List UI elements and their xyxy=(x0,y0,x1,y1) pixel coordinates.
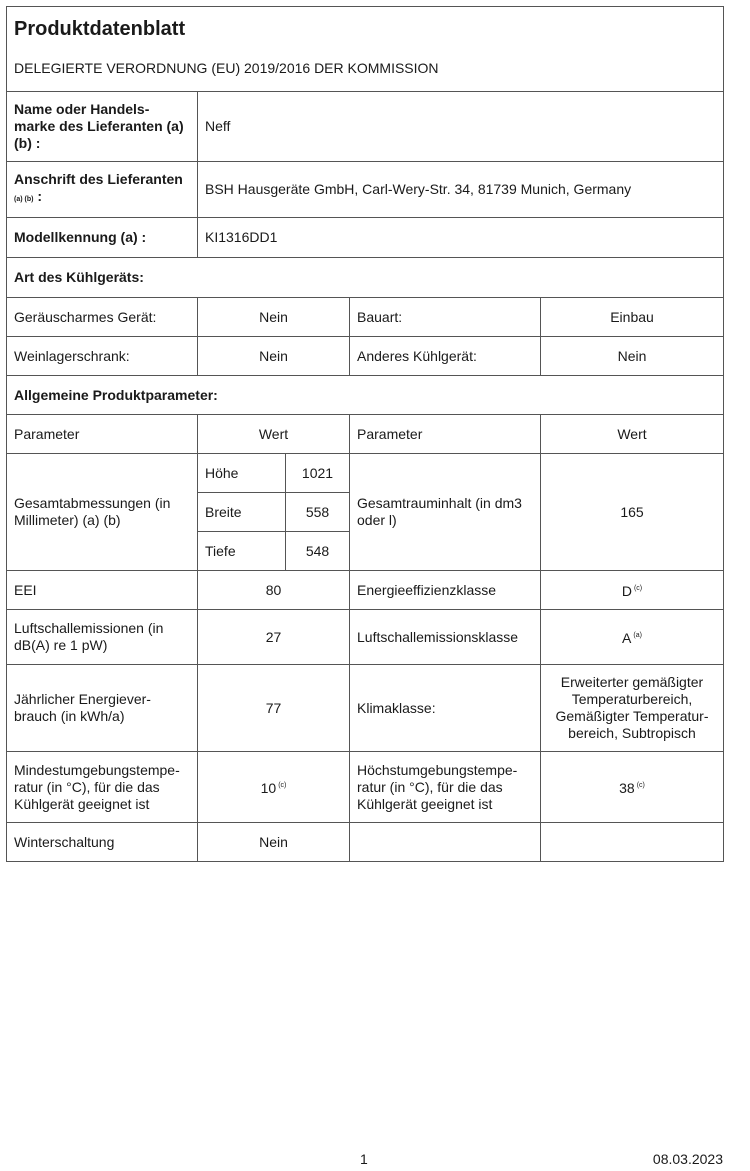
col-header-param-2: Parameter xyxy=(349,414,541,454)
supplier-name-label: Name oder Handels-marke des Lieferanten … xyxy=(6,91,198,162)
design-value: Einbau xyxy=(540,297,724,337)
volume-label: Gesamtrauminhalt (in dm3 oder l) xyxy=(349,453,541,571)
min-temp-value: 10 xyxy=(260,780,277,796)
type-section-title: Art des Kühlgeräts: xyxy=(6,257,724,298)
header-cell: Produktdatenblatt DELEGIERTE VERORDNUNG … xyxy=(6,6,724,92)
min-temp-label: Mindestumgebungstempe-ratur (in °C), für… xyxy=(6,751,198,823)
noise-class-note: (a) xyxy=(633,632,642,639)
noise-value: 27 xyxy=(197,609,350,665)
supplier-address-label: Anschrift des Lieferanten (a) (b) : xyxy=(6,161,198,218)
height-value: 1021 xyxy=(285,453,350,493)
depth-value: 548 xyxy=(285,531,350,571)
address-label-note: (a) (b) xyxy=(14,196,34,203)
noise-class-value: A xyxy=(622,630,632,646)
depth-label: Tiefe xyxy=(197,531,286,571)
empty-cell xyxy=(540,822,724,862)
consumption-label: Jährlicher Energiever-brauch (in kWh/a) xyxy=(6,664,198,752)
supplier-name-value: Neff xyxy=(197,91,724,162)
col-header-param: Parameter xyxy=(6,414,198,454)
col-header-value: Wert xyxy=(197,414,350,454)
params-section-title: Allgemeine Produktparameter: xyxy=(6,375,724,415)
max-temp-label: Höchstumgebungstempe-ratur (in °C), für … xyxy=(349,751,541,823)
eei-value: 80 xyxy=(197,570,350,610)
climate-label: Klimaklasse: xyxy=(349,664,541,752)
noise-label: Luftschallemissionen (in dB(A) re 1 pW) xyxy=(6,609,198,665)
width-label: Breite xyxy=(197,492,286,532)
regulation-subtitle: DELEGIERTE VERORDNUNG (EU) 2019/2016 DER… xyxy=(14,60,439,76)
height-label: Höhe xyxy=(197,453,286,493)
winter-value: Nein xyxy=(197,822,350,862)
page-title: Produktdatenblatt xyxy=(14,18,186,40)
table-row: Geräuscharmes Gerät: Nein Bauart: Einbau xyxy=(6,297,724,337)
address-label-colon: : xyxy=(37,188,43,204)
energy-class-note: (c) xyxy=(633,585,643,592)
climate-value: Erweiterter gemäßigter Temperaturbereich… xyxy=(540,664,724,752)
energy-class-value: D xyxy=(621,583,632,599)
document-date: 08.03.2023 xyxy=(652,1151,723,1167)
supplier-address-value: BSH Hausgeräte GmbH, Carl-Wery-Str. 34, … xyxy=(197,161,724,218)
max-temp-cell: 38 (c) xyxy=(540,751,724,823)
energy-class-label: Energieeffizienzklasse xyxy=(349,570,541,610)
dimensions-label: Gesamtabmessungen (in Millimeter) (a) (b… xyxy=(6,453,198,571)
noise-class-label: Luftschallemissionsklasse xyxy=(349,609,541,665)
low-noise-label: Geräuscharmes Gerät: xyxy=(6,297,198,337)
energy-class-cell: D (c) xyxy=(540,570,724,610)
max-temp-value: 38 xyxy=(619,780,635,796)
width-value: 558 xyxy=(285,492,350,532)
model-label: Modellkennung (a) : xyxy=(6,217,198,258)
address-label-text: Anschrift des Lieferanten xyxy=(14,171,183,187)
min-temp-note: (c) xyxy=(278,782,287,789)
model-value: KI1316DD1 xyxy=(197,217,724,258)
max-temp-note: (c) xyxy=(636,782,645,789)
other-appliance-value: Nein xyxy=(540,336,724,376)
product-data-sheet: Produktdatenblatt DELEGIERTE VERORDNUNG … xyxy=(6,6,724,862)
table-row: Weinlagerschrank: Nein Anderes Kühlgerät: N… xyxy=(6,336,724,376)
low-noise-value: Nein xyxy=(197,297,350,337)
consumption-value: 77 xyxy=(197,664,350,752)
min-temp-cell: 10 (c) xyxy=(197,751,350,823)
page-number: 1 xyxy=(360,1151,368,1167)
volume-value: 165 xyxy=(540,453,724,571)
empty-cell xyxy=(349,822,541,862)
wine-storage-value: Nein xyxy=(197,336,350,376)
other-appliance-label: Anderes Kühlgerät: xyxy=(349,336,541,376)
winter-label: Winterschaltung xyxy=(6,822,198,862)
design-label: Bauart: xyxy=(349,297,541,337)
params-header-row: Parameter Wert Parameter Wert xyxy=(6,414,724,454)
col-header-value-2: Wert xyxy=(540,414,724,454)
eei-label: EEI xyxy=(6,570,198,610)
wine-storage-label: Weinlagerschrank: xyxy=(6,336,198,376)
noise-class-cell: A (a) xyxy=(540,609,724,665)
